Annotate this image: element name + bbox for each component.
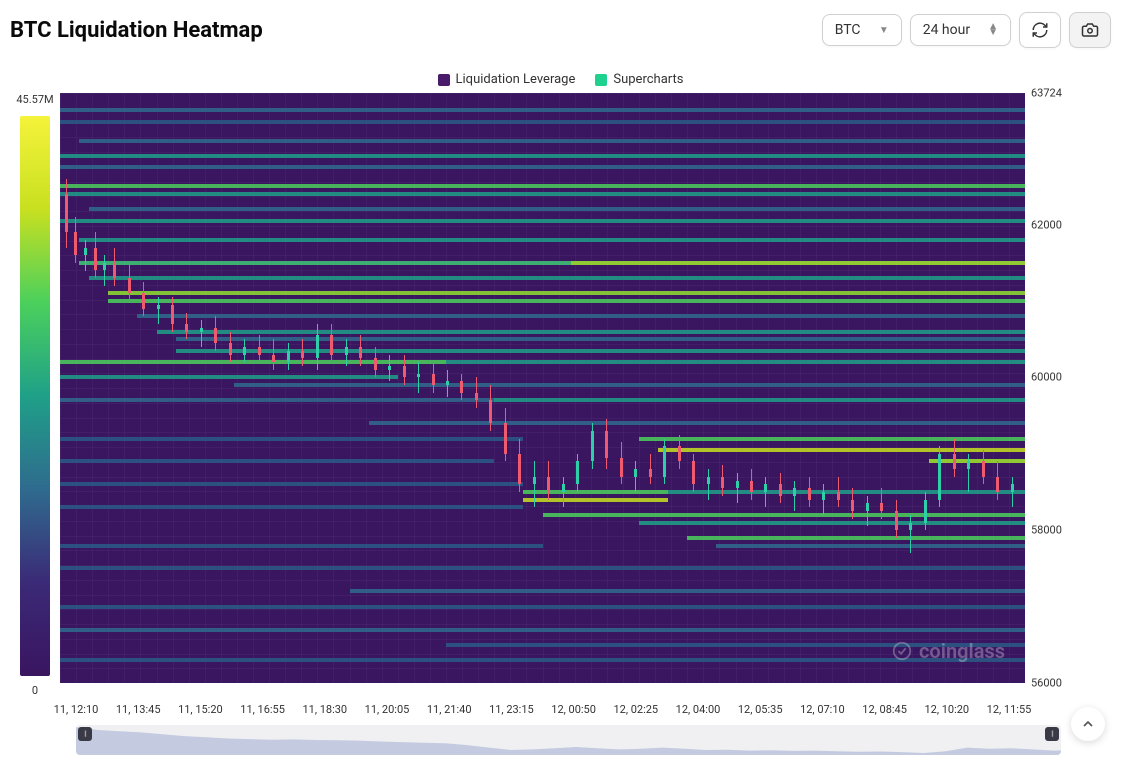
colorbar-min: 0 — [32, 684, 38, 697]
y-tick-label: 60000 — [1031, 371, 1062, 384]
sort-icon: ▲▼ — [988, 24, 998, 36]
camera-icon — [1081, 21, 1099, 39]
watermark-text: coinglass — [919, 639, 1005, 663]
x-tick-label: 11, 12:10 — [54, 703, 99, 716]
legend-item[interactable]: Liquidation Leverage — [438, 72, 576, 87]
y-tick-label: 62000 — [1031, 218, 1062, 231]
x-tick-label: 11, 16:55 — [240, 703, 285, 716]
colorbar-gradient — [20, 116, 50, 676]
x-tick-label: 12, 04:00 — [676, 703, 721, 716]
brush-handle-left[interactable] — [78, 727, 92, 741]
brush-handle-right[interactable] — [1045, 727, 1059, 741]
colorbar: 45.57M 0 — [10, 93, 60, 697]
plot-area[interactable]: coinglass — [60, 93, 1025, 683]
refresh-button[interactable] — [1019, 12, 1061, 48]
x-tick-label: 12, 10:20 — [924, 703, 969, 716]
logo-icon — [891, 640, 913, 662]
x-tick-label: 11, 23:15 — [489, 703, 534, 716]
y-axis: 6372462000600005800056000 — [1025, 93, 1075, 697]
legend-label: Liquidation Leverage — [456, 72, 576, 87]
watermark: coinglass — [891, 639, 1005, 663]
chevron-down-icon: ▼ — [879, 25, 889, 36]
scroll-top-button[interactable] — [1071, 707, 1105, 741]
y-tick-label: 63724 — [1031, 87, 1062, 100]
x-tick-label: 12, 05:35 — [738, 703, 783, 716]
range-select-value: 24 hour — [923, 22, 970, 38]
x-tick-label: 11, 18:30 — [302, 703, 347, 716]
legend-swatch — [438, 74, 450, 86]
refresh-icon — [1031, 21, 1049, 39]
x-tick-label: 11, 13:45 — [116, 703, 161, 716]
gridlines — [60, 93, 1025, 683]
x-axis: 11, 12:10 11, 13:45 11, 15:20 11, 16:55 11, … — [0, 697, 1121, 715]
x-tick-label: 11, 20:05 — [365, 703, 410, 716]
controls: BTC ▼ 24 hour ▲▼ — [822, 12, 1111, 48]
brush-overview[interactable] — [76, 725, 1061, 755]
colorbar-max: 45.57M — [16, 93, 53, 106]
brush-area-chart — [76, 725, 1061, 755]
range-select[interactable]: 24 hour ▲▼ — [910, 14, 1011, 46]
x-tick-label: 12, 02:25 — [613, 703, 658, 716]
y-tick-label: 58000 — [1031, 524, 1062, 537]
x-tick-label: 11, 15:20 — [178, 703, 223, 716]
coin-select-value: BTC — [835, 22, 861, 38]
legend-item[interactable]: Supercharts — [595, 72, 683, 87]
x-tick-label: 12, 11:55 — [987, 703, 1032, 716]
x-tick-label: 12, 00:50 — [551, 703, 596, 716]
x-tick-label: 12, 08:45 — [862, 703, 907, 716]
page-title: BTC Liquidation Heatmap — [10, 18, 263, 43]
y-tick-label: 56000 — [1031, 677, 1062, 690]
legend: Liquidation Leverage Supercharts — [0, 56, 1121, 93]
x-tick-label: 11, 21:40 — [427, 703, 472, 716]
x-tick-label: 12, 07:10 — [800, 703, 845, 716]
chart: 45.57M 0 coinglass 637246200060000580005… — [0, 93, 1121, 697]
coin-select[interactable]: BTC ▼ — [822, 14, 902, 46]
legend-label: Supercharts — [613, 72, 683, 87]
chevron-up-icon — [1080, 716, 1096, 732]
screenshot-button[interactable] — [1069, 12, 1111, 48]
legend-swatch — [595, 74, 607, 86]
